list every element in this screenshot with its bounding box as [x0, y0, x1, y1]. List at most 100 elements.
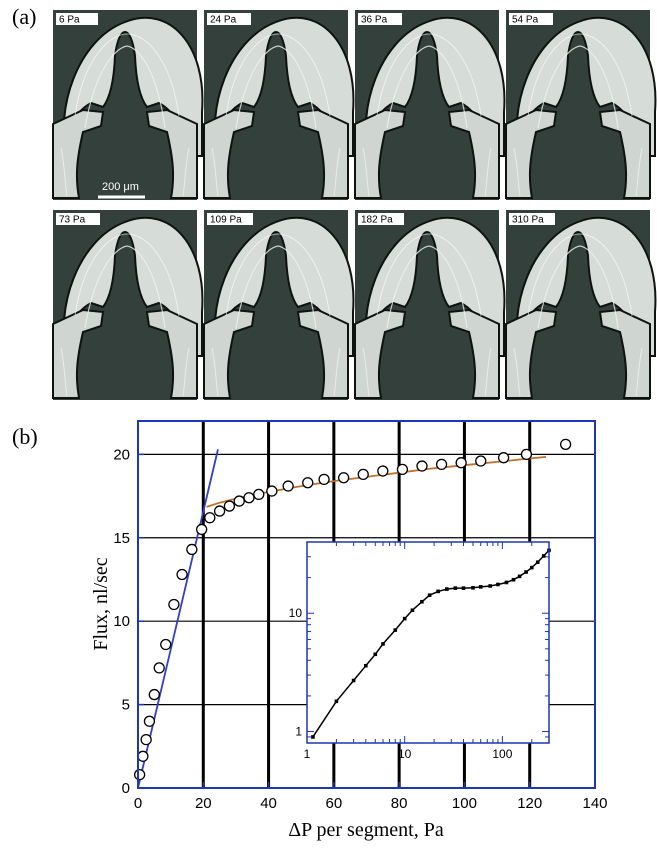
main-series	[133, 438, 572, 789]
inset-data-point	[461, 586, 466, 590]
inset-data-point	[351, 678, 356, 683]
micrograph-tile: 73 Pa	[52, 210, 204, 400]
flux-data-point	[282, 480, 294, 492]
scale-bar: 200 μm	[98, 181, 145, 199]
main-plot-frame	[137, 420, 596, 789]
inset-y-tick-label: 10	[289, 606, 303, 620]
micrograph-tile: 54 Pa	[505, 10, 657, 200]
x-axis-title: ΔP per segment, Pa	[288, 819, 444, 841]
inset-data-point	[420, 599, 424, 604]
x-tick-label: 20	[195, 795, 212, 812]
inset-data-point	[517, 574, 522, 579]
tile-pressure-label: 73 Pa	[59, 215, 86, 226]
tile-pressure-label: 310 Pa	[512, 215, 544, 226]
y-tick-label: 20	[113, 446, 130, 463]
micrograph-tile: 24 Pa	[203, 10, 355, 200]
x-tick-label: 40	[260, 795, 277, 812]
inset-data-point	[496, 582, 500, 587]
inset-loglog-plot: 1 10 100 1 10	[289, 541, 551, 761]
inset-data-point	[410, 608, 415, 613]
flux-data-point	[475, 455, 487, 467]
tile-pressure-label: 54 Pa	[512, 15, 539, 26]
tile-label-box	[509, 213, 555, 225]
scale-bar-label: 200 μm	[102, 181, 139, 193]
flux-data-point	[204, 512, 216, 524]
inset-data-point	[436, 589, 440, 594]
inset-data-point	[541, 554, 546, 558]
inset-data-point	[524, 570, 528, 574]
main-tick-labels: 0 20 40 60 80 100 120 140 0 5 10 15 20	[113, 446, 607, 812]
inset-data-point	[334, 699, 339, 704]
inset-series	[311, 548, 551, 739]
flux-data-point	[559, 438, 572, 451]
flux-data-point	[196, 523, 208, 536]
micrograph-tile: 310 Pa	[505, 210, 657, 400]
y-axis-title: Flux, nl/sec	[90, 557, 112, 650]
flux-data-point	[223, 500, 236, 512]
inset-data-point	[427, 593, 432, 598]
tile-pressure-label: 6 Pa	[59, 15, 80, 26]
tile-label-box	[358, 213, 404, 225]
inset-data-point	[453, 586, 458, 590]
y-tick-label: 15	[113, 530, 130, 547]
x-tick-label: 0	[134, 795, 142, 812]
tile-label-box	[56, 13, 98, 25]
linear-fit-line	[137, 449, 219, 789]
flux-data-point	[357, 468, 369, 481]
flux-data-point	[233, 495, 245, 507]
inset-data-point	[488, 584, 492, 588]
inset-data-point	[445, 587, 449, 591]
inset-data-point	[478, 585, 483, 589]
flux-data-point	[148, 688, 160, 701]
tile-label-box	[207, 13, 251, 25]
inset-x-tick-label: 1	[304, 747, 311, 761]
flux-data-point	[520, 448, 533, 461]
inset-frame	[306, 541, 550, 744]
x-tick-label: 100	[452, 795, 477, 812]
inset-background	[307, 542, 549, 743]
inset-data-point	[471, 586, 475, 590]
flux-data-point	[396, 463, 409, 476]
tile-label-box	[509, 13, 553, 25]
micrograph-grid: 6 Pa 24 Pa 36 Pa 54 Pa 73 Pa 109 Pa 182 Pa 310 …	[52, 10, 657, 400]
inset-data-point	[511, 577, 516, 582]
micrograph-tile: 109 Pa	[203, 210, 355, 400]
flux-data-point	[213, 505, 226, 517]
micrograph-tile: 182 Pa	[354, 210, 506, 400]
flux-data-point	[160, 638, 172, 651]
inset-x-tick-label: 10	[398, 747, 412, 761]
flux-data-point	[302, 477, 314, 489]
inset-data-point	[504, 580, 509, 585]
panel-b-label: (b)	[12, 424, 38, 449]
inset-data-point	[364, 663, 368, 668]
tile-pressure-label: 24 Pa	[210, 15, 237, 26]
x-tick-label: 140	[582, 795, 607, 812]
flux-data-point	[435, 458, 448, 471]
tile-pressure-label: 182 Pa	[361, 215, 393, 226]
flux-data-point	[168, 598, 180, 611]
flux-data-point	[153, 662, 165, 674]
inset-data-point	[535, 560, 540, 564]
flux-data-point	[337, 472, 350, 484]
flux-data-point	[253, 488, 265, 501]
flux-data-point	[455, 457, 467, 469]
flux-data-point	[140, 733, 152, 746]
tile-pressure-label: 109 Pa	[210, 215, 242, 226]
flux-data-point	[377, 465, 389, 477]
flux-data-point	[497, 452, 510, 464]
inset-data-point	[381, 642, 385, 646]
flux-data-point	[176, 568, 188, 581]
y-tick-label: 0	[122, 780, 130, 797]
y-tick-label: 10	[113, 613, 130, 630]
flux-data-point	[416, 460, 428, 472]
flux-data-point	[243, 492, 255, 504]
micrograph-tile: 6 Pa	[52, 10, 204, 200]
tile-pressure-label: 36 Pa	[361, 15, 388, 26]
flux-data-point	[143, 715, 156, 727]
inset-data-point	[373, 652, 378, 657]
flux-data-point	[266, 485, 278, 497]
x-tick-label: 120	[517, 795, 542, 812]
inset-data-point	[402, 616, 407, 621]
inset-data-point	[393, 628, 398, 632]
